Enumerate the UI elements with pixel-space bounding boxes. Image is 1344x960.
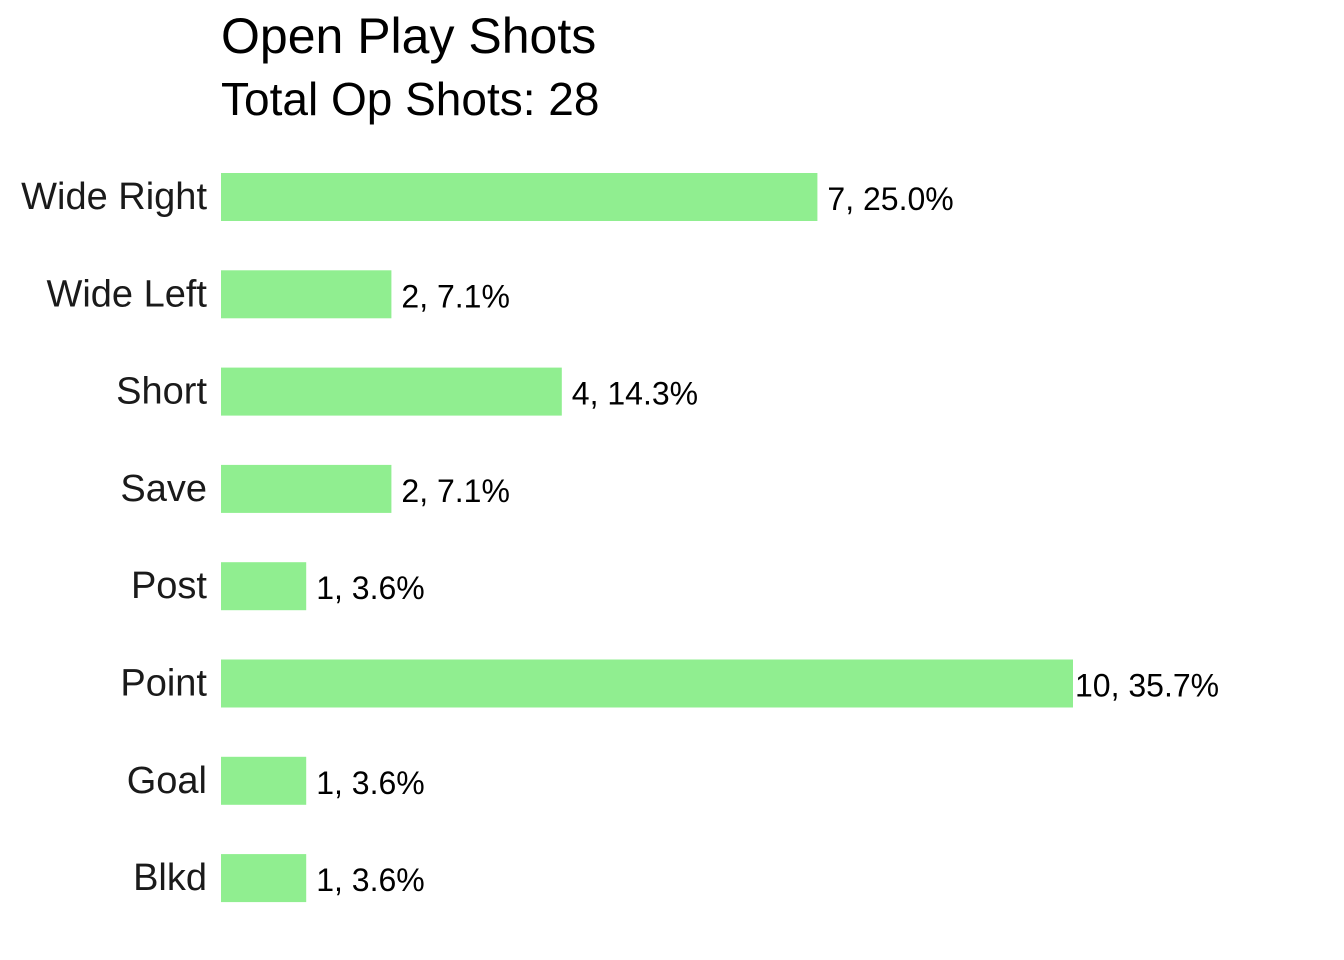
- data-label: 1, 3.6%: [316, 570, 425, 606]
- category-label: Wide Right: [21, 176, 207, 218]
- chart-subtitle: Total Op Shots: 28: [221, 73, 600, 125]
- bar-blkd: [221, 854, 307, 903]
- data-label: 2, 7.1%: [401, 473, 510, 509]
- data-label: 4, 14.3%: [572, 376, 698, 412]
- bar-short: [221, 367, 562, 416]
- category-label: Post: [131, 565, 207, 607]
- bar-goal: [221, 756, 307, 805]
- category-label: Blkd: [133, 857, 207, 899]
- data-label: 7, 25.0%: [827, 181, 953, 217]
- bar-save: [221, 464, 392, 513]
- data-label: 2, 7.1%: [401, 278, 510, 314]
- bar-wide-right: [221, 173, 818, 221]
- category-label: Short: [116, 371, 207, 413]
- bar-post: [221, 562, 307, 611]
- category-label: Point: [120, 663, 207, 705]
- category-label: Save: [120, 468, 207, 510]
- category-label: Wide Left: [46, 273, 207, 315]
- bar-wide-left: [221, 270, 392, 319]
- data-label: 1, 3.6%: [316, 765, 425, 801]
- data-label: 10, 35.7%: [1075, 668, 1219, 704]
- chart-title: Open Play Shots: [221, 8, 597, 64]
- category-label: Goal: [127, 760, 207, 802]
- bar-point: [221, 659, 1073, 708]
- data-label: 1, 3.6%: [316, 862, 425, 898]
